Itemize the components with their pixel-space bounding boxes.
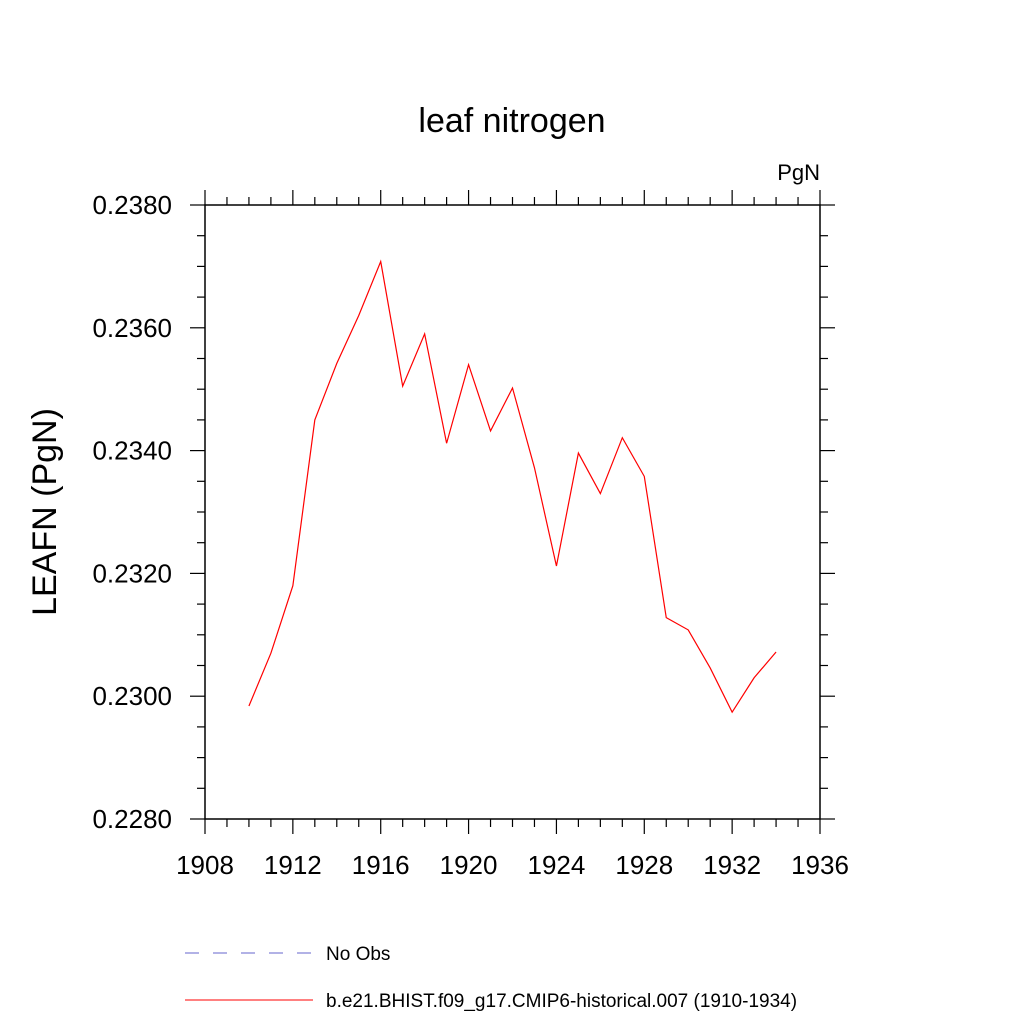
x-tick-label: 1936 <box>791 850 849 880</box>
x-tick-label: 1920 <box>440 850 498 880</box>
x-tick-label: 1932 <box>703 850 761 880</box>
x-tick-labels: 1908 1912 1916 1920 1924 1928 1932 1936 <box>176 850 849 880</box>
legend-label-1: b.e21.BHIST.f09_g17.CMIP6-historical.007… <box>326 991 797 1012</box>
units-label: PgN <box>777 160 820 185</box>
series-line-0 <box>248 259 777 714</box>
x-tick-label: 1928 <box>615 850 673 880</box>
x-tick-label: 1924 <box>528 850 586 880</box>
chart-title: leaf nitrogen <box>418 102 605 140</box>
legend-label-0: No Obs <box>326 944 390 965</box>
y-tick-labels: 0.2280 0.2300 0.2320 0.2340 0.2360 0.2380 <box>92 190 172 834</box>
y-tick-label: 0.2360 <box>92 313 172 343</box>
x-tick-label: 1916 <box>352 850 410 880</box>
y-axis-label: LEAFN (PgN) <box>26 408 64 616</box>
x-tick-label: 1912 <box>264 850 322 880</box>
y-tick-label: 0.2300 <box>92 681 172 711</box>
axis-ticks <box>190 190 835 834</box>
y-tick-label: 0.2280 <box>92 804 172 834</box>
y-tick-label: 0.2320 <box>92 558 172 588</box>
series-layer <box>248 259 777 714</box>
legend: No Obs b.e21.BHIST.f09_g17.CMIP6-historic… <box>185 944 797 1012</box>
x-tick-label: 1908 <box>176 850 234 880</box>
y-tick-label: 0.2340 <box>92 436 172 466</box>
y-tick-label: 0.2380 <box>92 190 172 220</box>
plot-frame <box>204 204 821 820</box>
